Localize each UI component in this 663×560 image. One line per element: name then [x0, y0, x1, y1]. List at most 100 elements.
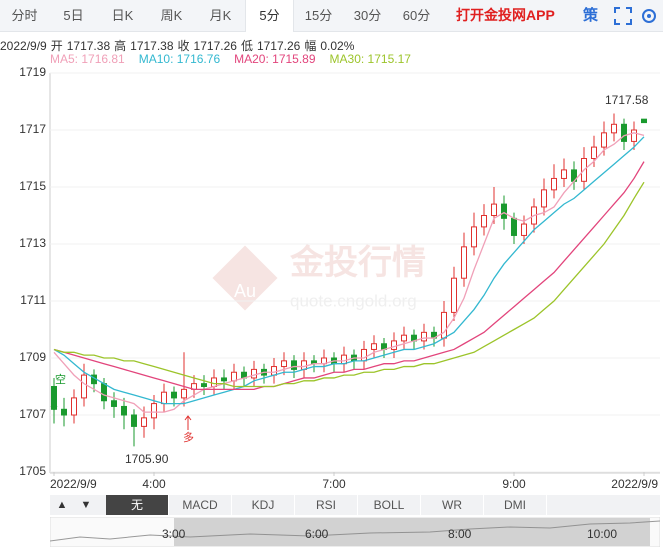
candle-body: [521, 223, 527, 236]
legend-entry: MA20: 1715.89: [234, 52, 316, 66]
y-tick-label: 1719: [19, 65, 46, 79]
settings-icon[interactable]: [640, 7, 658, 25]
candle-body: [121, 405, 127, 416]
fullscreen-icon[interactable]: [614, 7, 632, 25]
candle-body: [181, 388, 187, 399]
watermark-au: Au: [234, 281, 256, 301]
candle-body: [291, 360, 297, 370]
info-label: 高: [114, 39, 127, 53]
candle-body: [371, 343, 377, 350]
candle-body: [71, 397, 77, 416]
period-tab[interactable]: 日K: [111, 8, 134, 23]
candle-body: [471, 226, 477, 248]
indicator-tab[interactable]: KDJ: [232, 495, 295, 515]
candle-body: [251, 368, 257, 379]
candle-body: [111, 400, 117, 407]
candle-body: [81, 374, 87, 399]
info-label: 收: [177, 39, 190, 53]
indicator-tab[interactable]: RSI: [295, 495, 358, 515]
period-tab[interactable]: 5分: [245, 0, 294, 32]
x-tick-label: 7:00: [322, 477, 346, 491]
x-tick-label: 9:00: [502, 477, 526, 491]
navigator-label: 8:00: [448, 527, 472, 541]
y-tick-label: 1707: [19, 407, 46, 421]
min-annotation: 1705.90: [125, 452, 169, 466]
info-label: 幅: [304, 39, 317, 53]
candle-body: [551, 177, 557, 191]
indicator-tab[interactable]: WR: [421, 495, 484, 515]
candle-body: [561, 169, 567, 179]
watermark-logo: [212, 245, 278, 311]
scroll-arrow[interactable]: ▼: [80, 499, 92, 511]
info-label: 开: [50, 39, 63, 53]
signal-long-arrow: [184, 415, 192, 430]
period-tab[interactable]: 15分: [304, 8, 333, 23]
candle-body: [61, 408, 67, 416]
y-tick-label: 1717: [19, 122, 46, 136]
navigator-label: 6:00: [305, 527, 329, 541]
ma-line: [53, 132, 645, 413]
candle-body: [401, 334, 407, 342]
indicator-tab[interactable]: DMI: [484, 495, 547, 515]
indicator-tab[interactable]: BOLL: [358, 495, 421, 515]
app-link[interactable]: 打开金投网APP: [456, 7, 555, 23]
y-tick-label: 1705: [19, 464, 46, 478]
candle-body: [421, 331, 427, 342]
navigator: 3:00 6:00 8:00 10:00: [50, 517, 660, 547]
candle-body: [481, 215, 487, 228]
candle-body: [131, 414, 137, 427]
navigator-frame: [50, 517, 660, 547]
x-tick-label: 4:00: [142, 477, 166, 491]
info-label: 低: [240, 39, 253, 53]
candle-body: [361, 348, 367, 362]
signal-short: 空: [55, 372, 66, 386]
ma-line: [53, 181, 645, 388]
candle-body: [441, 311, 447, 339]
info-date: 2022/9/9: [0, 39, 47, 53]
y-tick-label: 1715: [19, 179, 46, 193]
candle-body: [51, 386, 57, 410]
candle-body: [461, 246, 467, 279]
period-tab[interactable]: 分时: [11, 8, 38, 23]
signal-long: 多: [183, 430, 194, 444]
candle-body: [151, 403, 157, 419]
navigator-window[interactable]: [174, 518, 650, 546]
candle-body: [221, 377, 227, 382]
candle-body: [511, 217, 517, 236]
candle-body: [231, 371, 237, 382]
candle-body: [341, 354, 347, 365]
candle-body: [631, 129, 637, 142]
navigator-label: 3:00: [162, 527, 186, 541]
candle-body: [501, 203, 507, 219]
y-tick-label: 1709: [19, 350, 46, 364]
info-value: 1717.26: [256, 39, 301, 53]
candle-body: [161, 391, 167, 405]
ma-line: [53, 136, 645, 405]
scroll-arrow[interactable]: ▲: [56, 499, 68, 511]
period-tab[interactable]: 30分: [353, 8, 382, 23]
period-tab[interactable]: 周K: [160, 8, 183, 23]
candle-body: [101, 383, 107, 402]
candle-body: [271, 366, 277, 376]
period-tab[interactable]: 月K: [209, 8, 232, 23]
chart: Au 金投行情 quote.cngold.org 空 多 1717.58 170…: [19, 65, 660, 491]
indicator-tab[interactable]: MACD: [169, 495, 232, 515]
strategy-button[interactable]: 策: [583, 7, 599, 24]
candle-body: [301, 360, 307, 370]
period-tab[interactable]: 5日: [63, 8, 84, 23]
candle-body: [281, 360, 287, 368]
watermark: Au 金投行情 quote.cngold.org: [212, 243, 426, 311]
navigator-label: 10:00: [587, 527, 617, 541]
candle-body: [201, 383, 207, 387]
candle-body: [211, 377, 217, 388]
ma-legend: MA5: 1716.81 MA10: 1716.76 MA20: 1715.89 MA…: [50, 52, 425, 66]
info-value: 1717.38: [130, 39, 174, 53]
candle-body: [541, 189, 547, 208]
watermark-title: 金投行情: [289, 243, 426, 282]
period-tab[interactable]: 60分: [402, 8, 431, 23]
candle-body: [601, 132, 607, 148]
spacer: [98, 495, 106, 515]
x-tick-label: 2022/9/9: [50, 477, 97, 491]
indicator-tab[interactable]: 无: [106, 495, 169, 515]
